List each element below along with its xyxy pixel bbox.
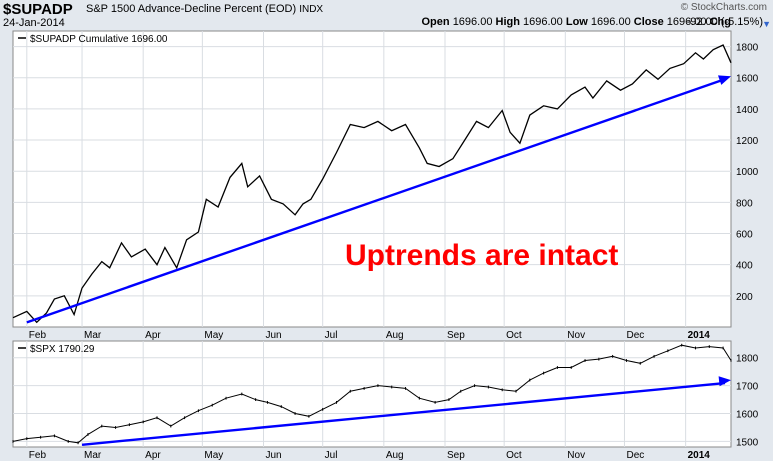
supadp-y-tick-label: 600 [736, 230, 753, 241]
low-label: Low [565, 16, 588, 28]
supadp-trendline-arrowhead [718, 75, 731, 85]
spx-x-tick-label: Apr [145, 450, 161, 461]
spx-legend: $SPX 1790.29 [18, 344, 95, 355]
spx-series-line [12, 344, 732, 444]
close-value: 1696.00 [666, 16, 707, 28]
brand-link[interactable]: © StockCharts.com [680, 2, 767, 13]
close-label: Close [633, 16, 664, 28]
supadp-y-tick-label: 1800 [736, 43, 759, 54]
ohlc-readout: Open 1696.00 High 1696.00 Low 1696.00 Cl… [422, 16, 732, 28]
spx-panel: 1500 1600 1700 1800 Feb Mar Apr May Jun Jul Aug Sep… [12, 340, 759, 461]
spx-y-tick-label: 1500 [736, 437, 759, 448]
supadp-x-tick-label: Apr [145, 330, 161, 341]
supadp-trendline [26, 78, 726, 324]
supadp-x-tick-label: Sep [447, 330, 465, 341]
spx-y-tick-label: 1800 [736, 354, 759, 365]
supadp-y-tick-label: 800 [736, 198, 753, 209]
supadp-annotation: Uptrends are intact [345, 239, 618, 272]
spx-x-tick-label: Dec [626, 450, 644, 461]
supadp-x-tick-label: Oct [506, 330, 522, 341]
supadp-legend: $SUPADP Cumulative 1696.00 [18, 34, 168, 45]
supadp-y-tick-label: 1600 [736, 74, 759, 85]
supadp-series-line [12, 44, 732, 324]
chart-date: 24-Jan-2014 [3, 17, 65, 29]
triangle-down-icon[interactable]: ▼ [762, 19, 771, 29]
supadp-x-tick-label: Jun [266, 330, 282, 341]
open-value: 1696.00 [452, 16, 493, 28]
supadp-y-tick-label: 1400 [736, 105, 759, 116]
supadp-x-tick-label: Mar [84, 330, 102, 341]
spx-trendline [81, 381, 726, 446]
chart-title: S&P 1500 Advance-Decline Percent (EOD) [86, 3, 297, 15]
supadp-plot-area [12, 30, 732, 328]
supadp-x-tick-label: Jul [325, 330, 338, 341]
spx-legend-label: $SPX 1790.29 [30, 344, 95, 355]
supadp-x-tick-label: May [204, 330, 223, 341]
supadp-x-tick-label: Nov [567, 330, 585, 341]
symbol: $SUPADP [3, 1, 73, 18]
supadp-y-tick-label: 1000 [736, 167, 759, 178]
supadp-panel: 200 400 600 800 1000 1200 1400 1600 1800 Feb Mar Ap… [12, 30, 759, 341]
change-value: -92.00 (-5.15%) [686, 16, 763, 28]
supadp-y-tick-label: 200 [736, 292, 753, 303]
spx-x-tick-label: Feb [29, 450, 47, 461]
spx-x-tick-label: Aug [386, 450, 404, 461]
supadp-y-tick-label: 1200 [736, 136, 759, 147]
spx-x-tick-label: 2014 [688, 450, 711, 461]
chg-label: Chg [709, 16, 731, 28]
spx-y-tick-label: 1700 [736, 382, 759, 393]
chart-header: $SUPADP S&P 1500 Advance-Decline Percent… [0, 0, 773, 31]
supadp-x-tick-label: Feb [29, 330, 47, 341]
supadp-x-tick-label: 2014 [688, 330, 711, 341]
spx-x-tick-label: Mar [84, 450, 102, 461]
spx-x-tick-label: Jul [325, 450, 338, 461]
high-label: High [495, 16, 520, 28]
open-label: Open [421, 16, 450, 28]
spx-x-tick-label: Nov [567, 450, 585, 461]
supadp-x-tick-label: Aug [386, 330, 404, 341]
spx-x-tick-label: Oct [506, 450, 522, 461]
spx-trendline-arrowhead [718, 376, 731, 387]
low-value: 1696.00 [590, 16, 631, 28]
supadp-x-tick-label: Dec [626, 330, 644, 341]
supadp-y-tick-label: 400 [736, 261, 753, 272]
exchange: INDX [299, 4, 324, 15]
spx-y-tick-label: 1600 [736, 410, 759, 421]
spx-x-tick-label: Jun [266, 450, 282, 461]
spx-x-tick-label: Sep [447, 450, 465, 461]
high-value: 1696.00 [523, 16, 563, 28]
supadp-legend-label: $SUPADP Cumulative 1696.00 [30, 34, 168, 45]
spx-x-tick-label: May [204, 450, 223, 461]
